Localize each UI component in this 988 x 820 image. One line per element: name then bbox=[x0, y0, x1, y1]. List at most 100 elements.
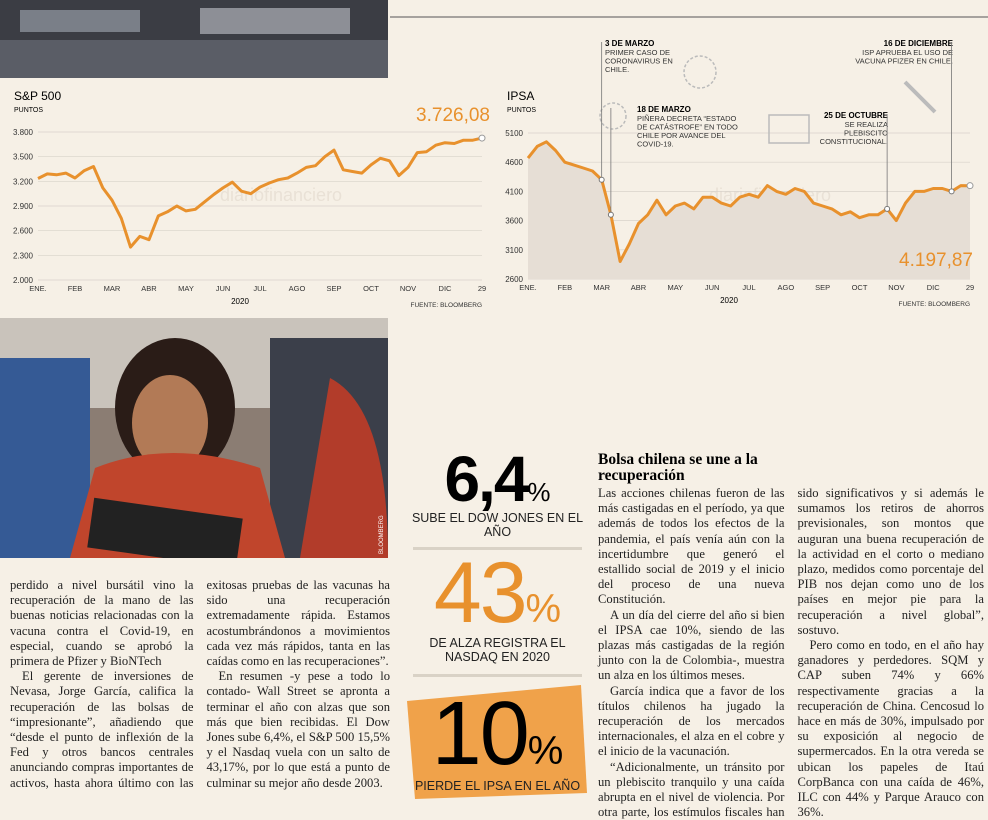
icon bbox=[903, 80, 937, 114]
unit-label: PUNTOS bbox=[14, 107, 43, 114]
y-tick-label: 3100 bbox=[505, 246, 523, 255]
y-tick-label: 2600 bbox=[505, 275, 523, 284]
annotation-text: CORONAVIRUS EN bbox=[605, 57, 673, 66]
x-tick-label: OCT bbox=[852, 283, 868, 292]
sp500-chart: diariofinanciero 2.000 2.300 2.600 2.900 3.20… bbox=[13, 89, 490, 309]
annotation-date: 25 DE OCTUBRE bbox=[824, 111, 889, 120]
photo-credit: BLOOMBERG bbox=[379, 515, 385, 554]
paragraph: Pero como en todo, en el año hay ganador… bbox=[797, 638, 985, 820]
stat: 6,4% SUBE EL DOW JONES EN EL AÑO bbox=[405, 447, 590, 539]
paragraph: García indica que a favor de los títulos… bbox=[598, 683, 785, 759]
stat-unit: % bbox=[527, 729, 564, 773]
annotation-text: PLEBISCITO bbox=[844, 129, 888, 138]
stat-unit: % bbox=[525, 587, 562, 631]
x-tick-label: SEP bbox=[326, 284, 341, 293]
stat-unit: % bbox=[527, 477, 551, 507]
stat-figure: 43 bbox=[433, 545, 528, 641]
annotation-date: 16 DE DICIEMBRE bbox=[884, 39, 954, 48]
x-tick-label: MAY bbox=[667, 283, 683, 292]
x-tick-label: ENE. bbox=[29, 284, 47, 293]
x-tick-label: JUN bbox=[216, 284, 231, 293]
x-tick-label: DIC bbox=[927, 283, 941, 292]
annotation-text: PRIMER CASO DE bbox=[605, 48, 670, 57]
annotation-point bbox=[607, 211, 614, 218]
stat-highlight bbox=[407, 685, 587, 799]
annotation-text: ISP APRUEBA EL USO DE bbox=[862, 48, 953, 57]
article-title: Bolsa chilena se une a la recuperación bbox=[598, 451, 758, 484]
x-tick-label: SEP bbox=[815, 283, 830, 292]
annotation-date: 3 DE MARZO bbox=[605, 39, 654, 48]
y-tick-label: 3.500 bbox=[13, 153, 34, 162]
article-body: Las acciones chilenas fueron de las más … bbox=[598, 486, 984, 820]
annotation-text: COVID-19. bbox=[637, 140, 674, 149]
x-tick-label: FEB bbox=[68, 284, 83, 293]
y-tick-label: 5100 bbox=[505, 129, 523, 138]
source: FUENTE: BLOOMBERG bbox=[410, 302, 482, 309]
y-tick-label: 2.900 bbox=[13, 202, 34, 211]
left-text: perdido a nivel bursátil vino la recuper… bbox=[10, 578, 390, 793]
y-tick-label: 2.600 bbox=[13, 227, 34, 236]
photo: BLOOMBERG bbox=[0, 318, 388, 558]
annotation-date: 18 DE MARZO bbox=[637, 105, 691, 114]
icon bbox=[599, 102, 627, 130]
x-tick-label: 29 bbox=[966, 283, 974, 292]
x-tick-label: OCT bbox=[363, 284, 379, 293]
paragraph: perdido a nivel bursátil vino la recuper… bbox=[10, 578, 194, 669]
x-tick-label: MAR bbox=[104, 284, 121, 293]
y-tick-label: 3.200 bbox=[13, 177, 34, 186]
x-tick-label: ABR bbox=[141, 284, 157, 293]
stat-figure: 10 bbox=[431, 684, 530, 784]
x-tick-label: NOV bbox=[400, 284, 416, 293]
stat-figure: 6,4 bbox=[444, 443, 529, 515]
source: FUENTE: BLOOMBERG bbox=[898, 301, 970, 308]
annotation-text: SE REALIZA bbox=[845, 120, 888, 129]
watermark: diariofinanciero bbox=[220, 185, 342, 205]
icon bbox=[768, 114, 810, 144]
x-axis-year: 2020 bbox=[231, 297, 249, 306]
chart-title: IPSA bbox=[507, 89, 534, 103]
x-tick-label: ABR bbox=[631, 283, 647, 292]
y-tick-label: 4100 bbox=[505, 187, 523, 196]
icon bbox=[683, 55, 717, 89]
annotation-text: VACUNA PFIZER EN CHILE. bbox=[855, 57, 953, 66]
annotation-text: PIÑERA DECRETA “ESTADO bbox=[637, 114, 736, 123]
x-tick-label: JUL bbox=[253, 284, 266, 293]
x-tick-label: MAR bbox=[593, 283, 610, 292]
line bbox=[37, 136, 483, 249]
top-decoration bbox=[0, 0, 988, 78]
annotation-text: CHILE. bbox=[605, 65, 629, 74]
x-tick-label: DIC bbox=[439, 284, 453, 293]
x-axis-year: 2020 bbox=[720, 296, 738, 305]
chart-title: S&P 500 bbox=[14, 89, 61, 103]
annotation-point bbox=[884, 205, 891, 212]
x-tick-label: AGO bbox=[777, 283, 794, 292]
paragraph: En resumen -y pese a todo lo contado- Wa… bbox=[206, 669, 391, 790]
annotation-text: CHILE POR AVANCE DEL bbox=[637, 131, 726, 140]
stats: 6,4% SUBE EL DOW JONES EN EL AÑO 43% DE … bbox=[405, 445, 590, 799]
y-tick-label: 3.800 bbox=[13, 128, 34, 137]
stat: 43% DE ALZA REGISTRA EL NASDAQ EN 2020 bbox=[405, 550, 590, 664]
y-tick-label: 3600 bbox=[505, 217, 523, 226]
x-tick-label: ENE. bbox=[519, 283, 537, 292]
end-label: 4.197,87 bbox=[899, 250, 973, 271]
annotation-text: CONSTITUCIONAL. bbox=[820, 137, 888, 146]
x-tick-label: FEB bbox=[558, 283, 573, 292]
stat-caption: SUBE EL DOW JONES EN EL AÑO bbox=[411, 511, 584, 539]
x-tick-label: AGO bbox=[289, 284, 306, 293]
y-tick-label: 2.300 bbox=[13, 251, 34, 260]
x-tick-label: NOV bbox=[888, 283, 904, 292]
annotation-point bbox=[948, 188, 955, 195]
stat-caption: PIERDE EL IPSA EN EL AÑO bbox=[414, 779, 581, 793]
end-label: 3.726,08 bbox=[416, 105, 490, 126]
annotation-point bbox=[598, 176, 605, 183]
x-tick-label: JUN bbox=[705, 283, 720, 292]
stat-caption: DE ALZA REGISTRA EL NASDAQ EN 2020 bbox=[429, 636, 566, 664]
article: Bolsa chilena se une a la recuperación L… bbox=[598, 451, 984, 820]
paragraph: El gerente de inversiones de Nevasa, Jor… bbox=[10, 578, 390, 790]
stat: 10% PIERDE EL IPSA EN EL AÑO bbox=[405, 683, 590, 801]
unit-label: PUNTOS bbox=[507, 107, 536, 114]
end-point bbox=[478, 134, 486, 142]
area bbox=[528, 141, 970, 279]
ipsa-chart: diariofinanciero260031003600410046005100… bbox=[505, 39, 974, 308]
